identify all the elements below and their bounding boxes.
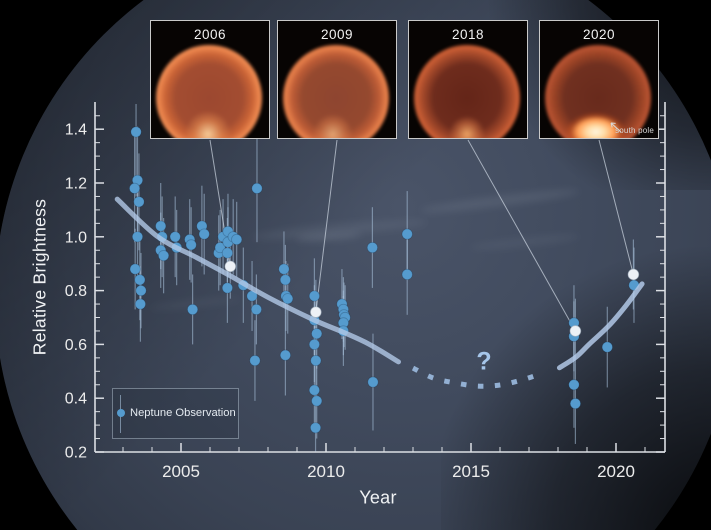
data-point [231, 233, 243, 246]
inset-2009: 2009 [277, 20, 397, 139]
y-axis-title: Relative Brightness [29, 198, 50, 356]
data-point [311, 395, 323, 407]
data-point [158, 250, 170, 262]
neptune-thermal-image-2009 [283, 45, 389, 138]
data-point [169, 231, 181, 243]
trend-line-solid-decline [114, 196, 401, 365]
trend-line-dashed-projection [411, 365, 545, 389]
data-point [214, 241, 226, 254]
data-point [130, 126, 142, 138]
legend: Neptune Observation [112, 388, 239, 439]
data-point [311, 328, 323, 340]
data-point [601, 341, 613, 353]
inset-connector-line [467, 139, 576, 332]
data-point [249, 354, 261, 367]
data-point [133, 196, 145, 208]
inset-2018: 2018 [408, 20, 528, 139]
inset-connector-line [598, 139, 634, 275]
x-tick-label: 2020 [597, 462, 635, 481]
x-tick-label: 2005 [162, 462, 200, 481]
neptune-thermal-image-2018 [414, 45, 520, 138]
y-tick-label: 1.4 [65, 122, 87, 139]
data-point [129, 182, 141, 194]
data-point [279, 349, 291, 361]
data-point [308, 384, 320, 396]
y-tick-label: 0.2 [65, 445, 87, 462]
data-point [250, 303, 262, 316]
south-pole-arrow-icon [610, 122, 622, 133]
data-point [401, 268, 413, 281]
south-pole-label: south pole [615, 126, 654, 135]
y-tick-label: 1.0 [65, 229, 87, 246]
trend-line-solid-rise [556, 281, 645, 371]
data-point [308, 290, 320, 302]
inset-year-label: 2020 [582, 27, 616, 42]
data-point [185, 239, 197, 251]
data-point [401, 228, 413, 240]
data-point [221, 247, 233, 259]
x-tick-label: 2015 [452, 462, 490, 481]
data-point [279, 274, 291, 286]
data-point [198, 228, 210, 240]
inset-year-label: 2018 [451, 27, 485, 42]
inset-connector-line [315, 139, 338, 313]
y-tick-label: 0.4 [65, 391, 87, 408]
legend-label: Neptune Observation [130, 407, 236, 419]
data-point [155, 220, 167, 232]
y-tick-label: 0.8 [65, 283, 87, 300]
neptune-thermal-image-2006 [156, 45, 262, 138]
inset-year-label: 2009 [320, 27, 354, 42]
data-point [366, 241, 378, 254]
data-point [221, 282, 233, 294]
x-tick-label: 2010 [307, 462, 345, 481]
data-point [308, 338, 320, 350]
inset-2006: 2006 [150, 20, 270, 139]
uncertainty-question-mark: ? [476, 347, 492, 376]
imaged-epoch-point [310, 306, 322, 318]
data-point [251, 182, 263, 194]
data-point [135, 284, 147, 297]
data-point [278, 263, 290, 275]
imaged-epoch-point [569, 325, 582, 337]
data-point [310, 354, 322, 367]
data-point [131, 231, 144, 243]
inset-2020: 2020 south pole [539, 20, 659, 139]
data-point [187, 303, 199, 316]
data-point [134, 274, 146, 286]
imaged-epoch-point [627, 268, 640, 281]
data-point [309, 422, 322, 434]
legend-marker-icon [116, 409, 125, 417]
data-point [568, 379, 580, 391]
y-tick-label: 1.2 [65, 176, 87, 193]
imaged-epoch-point [224, 260, 237, 273]
y-tick-label: 0.6 [65, 337, 87, 354]
data-point [569, 397, 582, 410]
x-axis-title: Year [359, 487, 397, 508]
inset-year-label: 2006 [193, 27, 227, 42]
data-point [367, 376, 379, 388]
data-point [282, 293, 294, 305]
neptune-thermal-image-2020 [545, 45, 651, 138]
data-point [129, 263, 141, 275]
data-point [134, 298, 146, 310]
